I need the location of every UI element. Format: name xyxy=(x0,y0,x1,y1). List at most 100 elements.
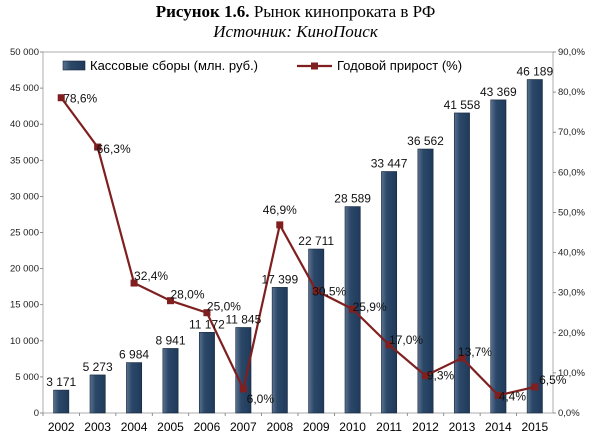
bar-value-label: 8 941 xyxy=(155,333,185,347)
bar-value-label: 41 558 xyxy=(444,98,481,112)
growth-marker-2002 xyxy=(57,94,65,102)
growth-marker-2010 xyxy=(349,305,357,313)
growth-marker-2005 xyxy=(167,297,174,305)
bar-value-label: 22 711 xyxy=(298,234,334,248)
left-axis-label: 50 000 xyxy=(10,47,39,58)
growth-marker-2013 xyxy=(458,354,466,362)
right-axis-label: 60,0% xyxy=(558,167,585,178)
growth-value-label: 66,3% xyxy=(97,142,131,156)
legend-line-label: Годовой прирост (%) xyxy=(337,58,462,73)
bar-2005 xyxy=(162,348,179,414)
growth-value-label: 17,0% xyxy=(389,333,423,347)
right-axis-label: 0,0% xyxy=(558,408,580,419)
bar-value-label: 11 845 xyxy=(225,312,261,326)
left-axis-label: 25 000 xyxy=(10,228,39,239)
figure-title-bold: Рисунок 1.6. xyxy=(155,2,250,21)
legend-bar-swatch xyxy=(62,60,86,71)
x-axis-label: 2008 xyxy=(266,420,293,434)
left-axis-label: 10 000 xyxy=(10,336,39,347)
right-axis-label: 20,0% xyxy=(558,328,585,339)
left-axis-label: 20 000 xyxy=(10,264,39,275)
left-axis-label: 40 000 xyxy=(10,119,39,130)
right-axis-label: 90,0% xyxy=(558,47,585,58)
bar-2007 xyxy=(235,327,252,414)
growth-value-label: 25,0% xyxy=(207,300,241,314)
right-axis-label: 40,0% xyxy=(558,248,585,259)
bar-2006 xyxy=(198,332,215,414)
growth-marker-2015 xyxy=(531,383,539,391)
bar-2004 xyxy=(126,362,143,414)
bar-2014 xyxy=(490,99,507,414)
x-axis-label: 2004 xyxy=(121,420,148,434)
bar-2008 xyxy=(271,287,288,414)
bar-2002 xyxy=(53,389,70,414)
bar-value-label: 43 369 xyxy=(480,85,517,99)
bar-2009 xyxy=(308,248,325,414)
growth-marker-2006 xyxy=(203,309,211,317)
x-axis-label: 2010 xyxy=(339,420,366,434)
figure-title-rest: Рынок кинопроката в РФ xyxy=(249,2,436,21)
x-axis-label: 2006 xyxy=(194,420,221,434)
bar-value-label: 46 189 xyxy=(516,65,553,79)
growth-value-label: 46,9% xyxy=(263,203,297,217)
x-axis-label: 2013 xyxy=(449,420,476,434)
legend-bar-label: Кассовые сборы (млн. руб.) xyxy=(90,58,258,73)
left-axis-label: 30 000 xyxy=(10,191,39,202)
x-axis-label: 2009 xyxy=(303,420,330,434)
bar-value-label: 33 447 xyxy=(371,157,408,171)
left-axis-label: 45 000 xyxy=(10,83,39,94)
x-axis-label: 2005 xyxy=(157,420,184,434)
x-axis-label: 2007 xyxy=(230,420,257,434)
bar-2012 xyxy=(417,148,434,414)
x-axis-label: 2011 xyxy=(376,420,402,434)
figure-title: Рисунок 1.6. Рынок кинопроката в РФ xyxy=(0,2,591,22)
growth-value-label: 4,4% xyxy=(499,389,527,403)
bar-value-label: 6 984 xyxy=(119,348,149,362)
growth-value-label: 32,4% xyxy=(134,269,168,283)
right-axis-label: 80,0% xyxy=(558,87,585,98)
right-axis-label: 30,0% xyxy=(558,288,585,299)
left-axis-label: 0 xyxy=(34,408,39,419)
growth-value-label: 30,5% xyxy=(312,285,346,299)
right-axis-label: 50,0% xyxy=(558,207,585,218)
growth-marker-2007 xyxy=(239,385,247,393)
growth-value-label: 25,9% xyxy=(353,300,387,314)
left-axis-label: 5 000 xyxy=(15,372,39,383)
x-axis-label: 2015 xyxy=(521,420,548,434)
figure-subtitle: Источник: КиноПоиск xyxy=(213,22,378,41)
growth-value-label: 78,6% xyxy=(63,92,97,106)
growth-marker-2014 xyxy=(494,391,502,399)
legend-line-marker xyxy=(311,62,318,70)
x-axis-label: 2014 xyxy=(485,420,512,434)
left-axis-label: 35 000 xyxy=(10,155,39,166)
bar-value-label: 11 172 xyxy=(189,317,225,331)
growth-value-label: 13,7% xyxy=(458,345,492,359)
bar-value-label: 36 562 xyxy=(407,134,444,148)
growth-marker-2011 xyxy=(385,341,393,349)
bar-2003 xyxy=(89,374,106,414)
right-axis-label: 10,0% xyxy=(558,368,585,379)
left-axis-label: 15 000 xyxy=(10,300,39,311)
right-axis-label: 70,0% xyxy=(558,127,585,138)
bar-value-label: 3 171 xyxy=(46,375,76,389)
bar-value-label: 28 589 xyxy=(334,192,371,206)
x-axis-label: 2003 xyxy=(84,420,111,434)
bar-2011 xyxy=(381,171,398,414)
growth-value-label: 28,0% xyxy=(170,288,204,302)
x-axis-label: 2012 xyxy=(412,420,439,434)
bar-2013 xyxy=(453,112,470,414)
growth-marker-2004 xyxy=(130,279,138,287)
bar-value-label: 5 273 xyxy=(83,360,113,374)
growth-marker-2009 xyxy=(312,287,320,295)
growth-marker-2008 xyxy=(276,221,284,229)
bar-value-label: 17 399 xyxy=(261,272,298,286)
x-axis-label: 2002 xyxy=(48,420,75,434)
bar-2015 xyxy=(526,79,543,414)
growth-value-label: 6,5% xyxy=(539,373,567,387)
growth-line xyxy=(60,97,536,397)
growth-value-label: 6,0% xyxy=(247,392,275,406)
growth-marker-2012 xyxy=(422,372,429,380)
growth-value-label: 9,3% xyxy=(427,369,455,383)
growth-marker-2003 xyxy=(94,143,102,151)
